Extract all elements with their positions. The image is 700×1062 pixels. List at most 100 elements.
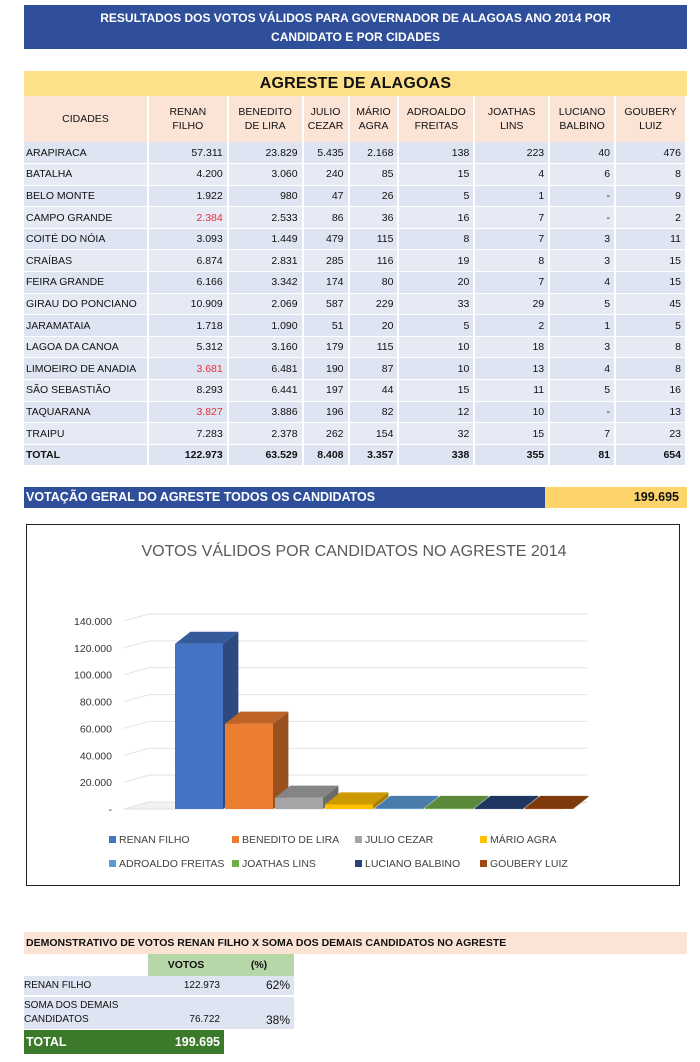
bar xyxy=(475,808,523,809)
column-header: JOATHAS LINS xyxy=(474,96,551,142)
bar-top xyxy=(425,795,489,808)
table-row: BELO MONTE 1.922 980 47 26 5 1-9 xyxy=(24,185,687,208)
bar-side xyxy=(523,795,539,809)
vote-cell: 5.312 xyxy=(147,336,229,359)
vote-cell: 29 xyxy=(474,293,551,316)
column-header-line: CIDADES xyxy=(62,113,109,125)
vote-cell: 179 xyxy=(302,336,350,359)
vote-cell: 5 xyxy=(549,379,617,402)
vote-cell: 154 xyxy=(348,422,400,445)
city-name: CRAÍBAS xyxy=(24,249,149,273)
vote-cell: 15 xyxy=(398,379,476,402)
vote-cell: 6.874 xyxy=(147,249,229,273)
column-header-line: LINS xyxy=(500,120,524,132)
vote-cell: 33 xyxy=(398,293,476,316)
gridline-side xyxy=(123,774,150,783)
legend-swatch xyxy=(480,860,487,867)
city-name: LIMOEIRO DE ANADIA xyxy=(24,357,149,381)
vote-cell: 11 xyxy=(474,379,551,402)
city-name: COITÉ DO NÓIA xyxy=(24,228,149,251)
vote-cell: 3.681 xyxy=(147,357,229,381)
general-vote-value: 199.695 xyxy=(545,487,687,508)
total-cell: 81 xyxy=(549,444,617,467)
column-header-line: ADROALDO xyxy=(406,106,466,118)
bar-top xyxy=(225,711,289,724)
table-row: COITÉ DO NÓIA 3.093 1.449 479 115 8 7 3 11 xyxy=(24,228,687,251)
bar-side xyxy=(473,795,489,809)
bar-top xyxy=(175,631,239,644)
vote-cell: 26 xyxy=(348,185,400,208)
demo-total-label: TOTAL xyxy=(24,1030,148,1054)
city-name: BELO MONTE xyxy=(24,185,149,208)
vote-cell: 3.093 xyxy=(147,228,229,251)
vote-cell: 2 xyxy=(615,206,687,229)
vote-cell: 5.435 xyxy=(302,142,350,165)
gridline-side xyxy=(123,694,150,703)
column-header-line: BALBINO xyxy=(559,120,605,132)
column-header-line: BENEDITO xyxy=(238,106,292,118)
column-header: ADROALDO FREITAS xyxy=(398,96,476,142)
vote-cell: 16 xyxy=(615,379,687,402)
bar-side xyxy=(373,792,389,809)
table-row: LIMOEIRO DE ANADIA 3.681 6.481 190 87 10 13 4 8 xyxy=(24,357,687,381)
vote-cell: 3 xyxy=(549,228,617,251)
vote-cell: 36 xyxy=(348,206,400,229)
vote-cell: - xyxy=(549,185,617,208)
vote-cell: 15 xyxy=(615,271,687,294)
vote-cell: 479 xyxy=(302,228,350,251)
city-name: ARAPIRACA xyxy=(24,142,149,165)
vote-cell: 18 xyxy=(474,336,551,359)
legend-swatch xyxy=(355,860,362,867)
vote-cell: 86 xyxy=(302,206,350,229)
gridline-side xyxy=(123,667,150,676)
legend-label: LUCIANO BALBINO xyxy=(365,858,460,870)
vote-cell: 1.449 xyxy=(227,228,304,251)
vote-cell: 51 xyxy=(302,314,350,337)
vote-cell: 5 xyxy=(549,293,617,316)
bar-side xyxy=(273,711,289,809)
vote-cell: 8 xyxy=(474,249,551,273)
vote-cell: 85 xyxy=(348,163,400,186)
city-name: SÃO SEBASTIÃO xyxy=(24,379,149,402)
vote-cell: 4 xyxy=(549,271,617,294)
region-title: AGRESTE DE ALAGOAS xyxy=(24,71,687,96)
vote-cell: 32 xyxy=(398,422,476,445)
y-tick-label: 100.000 xyxy=(74,670,112,682)
column-header-line: LUIZ xyxy=(639,120,662,132)
report-title-banner: RESULTADOS DOS VOTOS VÁLIDOS PARA GOVERN… xyxy=(24,5,687,49)
vote-cell: 196 xyxy=(302,401,350,424)
vote-cell: 6.441 xyxy=(227,379,304,402)
column-header-line: AGRA xyxy=(358,120,389,132)
legend-swatch xyxy=(232,836,239,843)
report-title-line2: CANDIDATO E POR CIDADES xyxy=(271,30,440,44)
vote-cell: 4 xyxy=(549,357,617,381)
vote-cell: 2 xyxy=(474,314,551,337)
city-name: TAQUARANA xyxy=(24,401,149,424)
bar-top xyxy=(375,795,439,808)
legend-swatch xyxy=(109,836,116,843)
table-row: GIRAU DO PONCIANO 10.909 2.069 587 229 33 29 5 4… xyxy=(24,293,687,316)
vote-cell: 115 xyxy=(348,228,400,251)
vote-cell: 240 xyxy=(302,163,350,186)
legend-label: MÁRIO AGRA xyxy=(490,833,557,846)
bar xyxy=(275,797,323,809)
vote-cell: 174 xyxy=(302,271,350,294)
gridline-side xyxy=(123,747,150,756)
vote-cell: 138 xyxy=(398,142,476,165)
city-name: BATALHA xyxy=(24,163,149,186)
vote-cell: 3 xyxy=(549,249,617,273)
table-row: ARAPIRACA 57.311 23.829 5.435 2.168 138 223 40 4… xyxy=(24,142,687,165)
vote-cell: 1.718 xyxy=(147,314,229,337)
legend-swatch xyxy=(232,860,239,867)
vote-cell: 980 xyxy=(227,185,304,208)
column-header-line: JOATHAS xyxy=(487,106,536,118)
vote-cell: 8.293 xyxy=(147,379,229,402)
vote-cell: 9 xyxy=(615,185,687,208)
demo-title: DEMONSTRATIVO DE VOTOS RENAN FILHO X SOM… xyxy=(24,932,687,954)
vote-cell: 2.378 xyxy=(227,422,304,445)
vote-cell: 12 xyxy=(398,401,476,424)
table-row: TAQUARANA 3.827 3.886 196 82 12 10-13 xyxy=(24,401,687,424)
column-header-line: JULIO xyxy=(310,106,341,118)
vote-cell: 10 xyxy=(474,401,551,424)
city-name: JARAMATAIA xyxy=(24,314,149,337)
